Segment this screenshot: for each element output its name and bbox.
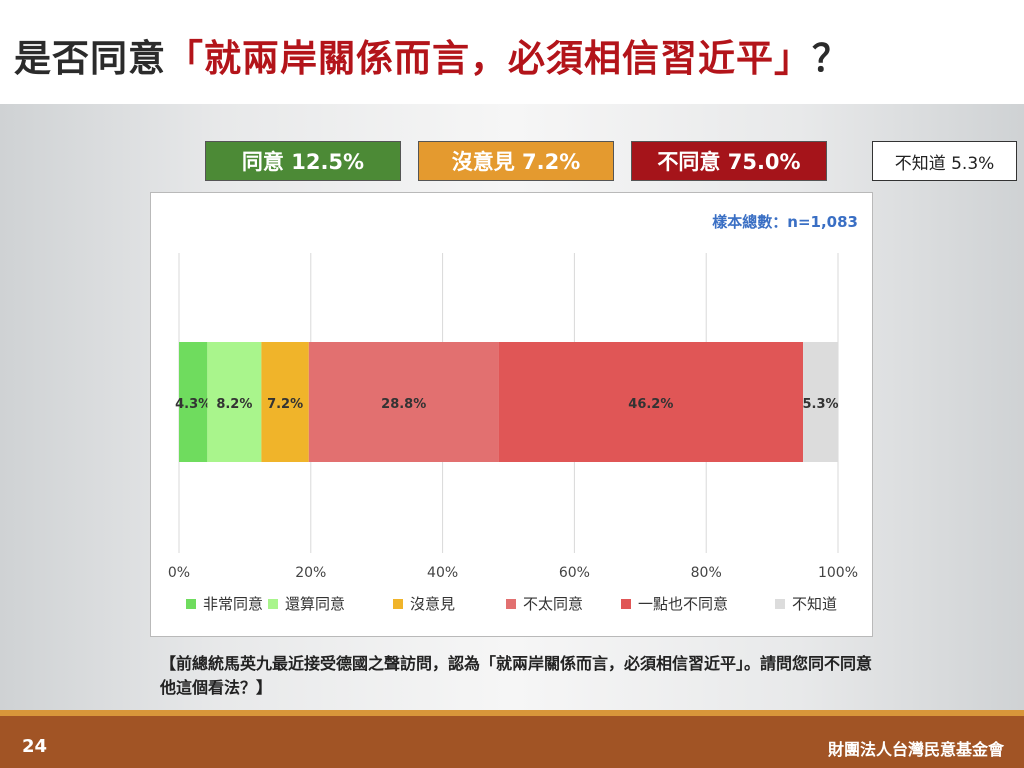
bar-segment — [207, 342, 262, 462]
legend-swatch — [506, 599, 516, 609]
legend-label: 沒意見 — [410, 595, 455, 613]
data-label: 46.2% — [628, 397, 673, 412]
legend-swatch — [775, 599, 785, 609]
data-label: 5.3% — [803, 397, 839, 412]
data-label: 7.2% — [267, 397, 303, 412]
chart-panel: 樣本總數：n=1,083 0% 20% 40% 60% 80% 100% 4.3% 8.2% 7… — [150, 192, 873, 637]
title-suffix: ？ — [812, 37, 850, 80]
legend-label: 一點也不同意 — [638, 595, 728, 613]
x-tick-label: 20% — [295, 565, 326, 581]
stacked-bar-chart: 0% 20% 40% 60% 80% 100% 4.3% 8.2% 7.2% 28.8% 46.2%… — [168, 253, 858, 613]
summary-unknown-box: 不知道 5.3% — [872, 141, 1017, 181]
legend-label: 不知道 — [792, 595, 837, 613]
legend-swatch — [621, 599, 631, 609]
data-label: 8.2% — [216, 397, 252, 412]
sample-size-note: 樣本總數：n=1,083 — [712, 213, 858, 231]
x-tick-label: 40% — [427, 565, 458, 581]
legend-label: 還算同意 — [285, 595, 345, 613]
survey-question: 【前總統馬英九最近接受德國之聲訪問，認為「就兩岸關係而言，必須相信習近平」。請問… — [160, 654, 873, 697]
data-label: 28.8% — [381, 397, 426, 412]
title-quote: 「就兩岸關係而言，必須相信習近平」 — [166, 37, 812, 80]
legend-swatch — [186, 599, 196, 609]
title-prefix: 是否同意 — [14, 37, 166, 80]
organization-name: 財團法人台灣民意基金會 — [827, 740, 1004, 759]
x-tick-label: 60% — [559, 565, 590, 581]
bar-segment — [498, 342, 804, 462]
x-tick-label: 100% — [818, 565, 858, 581]
bar-segment — [179, 342, 208, 462]
legend-swatch — [268, 599, 278, 609]
legend-label: 不太同意 — [523, 595, 583, 613]
x-tick-label: 0% — [168, 565, 190, 581]
bar-segment — [261, 342, 309, 462]
footer-bar: 24 財團法人台灣民意基金會 — [0, 710, 1024, 768]
bar-segment — [803, 342, 838, 462]
data-label: 4.3% — [175, 397, 211, 412]
legend-swatch — [393, 599, 403, 609]
summary-disagree-box: 不同意 75.0% — [631, 141, 827, 181]
x-tick-label: 80% — [691, 565, 722, 581]
title-bar: 是否同意「就兩岸關係而言，必須相信習近平」？ — [0, 0, 1024, 104]
legend-label: 非常同意 — [203, 595, 263, 613]
slide-title: 是否同意「就兩岸關係而言，必須相信習近平」？ — [14, 28, 850, 82]
page-number: 24 — [22, 736, 48, 757]
bar-segment — [308, 342, 499, 462]
summary-no-opinion-box: 沒意見 7.2% — [418, 141, 614, 181]
summary-agree-box: 同意 12.5% — [205, 141, 401, 181]
